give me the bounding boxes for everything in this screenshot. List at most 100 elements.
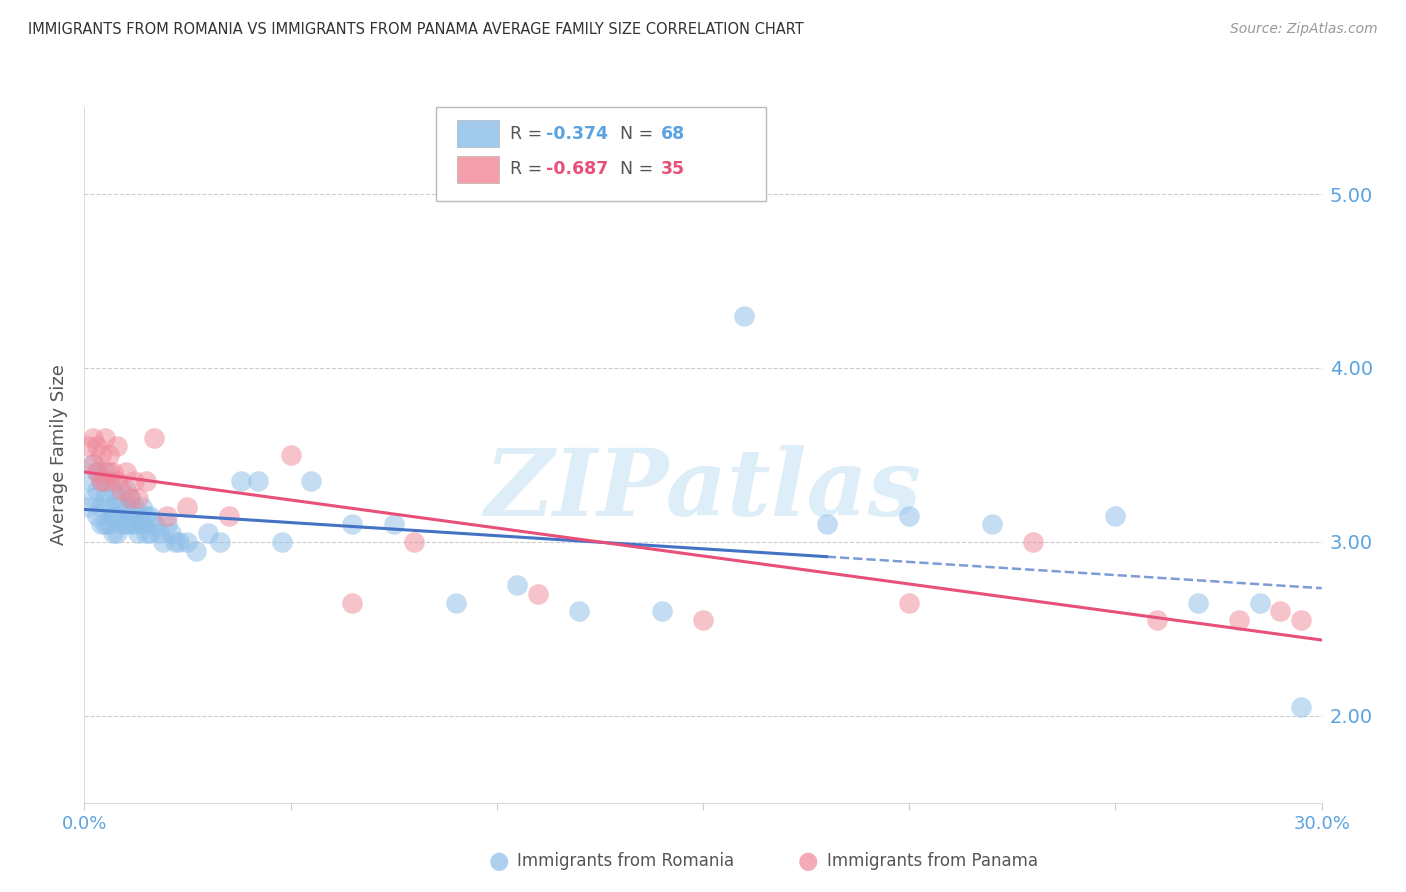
Text: R =: R = [510, 125, 548, 143]
Point [229, 474, 252, 488]
Point [184, 543, 207, 558]
Point [86, 508, 108, 523]
Text: N =: N = [609, 161, 658, 178]
Text: ●: ● [489, 849, 509, 872]
Point [135, 508, 157, 523]
Point [98, 474, 121, 488]
Point [444, 596, 467, 610]
Point [77, 500, 100, 514]
Point [176, 500, 198, 514]
Point [90, 448, 112, 462]
Point [527, 587, 550, 601]
Point [1270, 605, 1292, 619]
Point [299, 474, 322, 488]
Point [114, 517, 136, 532]
Point [568, 605, 591, 619]
Point [82, 431, 104, 445]
Point [246, 474, 269, 488]
Point [135, 526, 157, 541]
Point [94, 431, 117, 445]
Point [1146, 613, 1168, 627]
Point [94, 491, 117, 506]
Point [382, 517, 405, 532]
Point [98, 517, 121, 532]
Point [118, 491, 141, 506]
Point [82, 457, 104, 471]
Text: Immigrants from Romania: Immigrants from Romania [517, 852, 734, 870]
Point [898, 596, 921, 610]
Point [898, 508, 921, 523]
Point [94, 517, 117, 532]
Text: Immigrants from Panama: Immigrants from Panama [827, 852, 1038, 870]
Point [94, 474, 117, 488]
Text: ZIPatlas: ZIPatlas [485, 445, 921, 534]
Point [815, 517, 838, 532]
Point [651, 605, 673, 619]
Point [94, 466, 117, 480]
Point [103, 508, 125, 523]
Point [86, 439, 108, 453]
Point [103, 526, 125, 541]
Point [1104, 508, 1126, 523]
Point [1289, 700, 1312, 714]
Text: N =: N = [609, 125, 658, 143]
Point [110, 517, 132, 532]
Point [122, 474, 145, 488]
Point [404, 535, 426, 549]
Point [271, 535, 294, 549]
Point [197, 526, 219, 541]
Point [90, 474, 112, 488]
Point [127, 508, 149, 523]
Text: IMMIGRANTS FROM ROMANIA VS IMMIGRANTS FROM PANAMA AVERAGE FAMILY SIZE CORRELATIO: IMMIGRANTS FROM ROMANIA VS IMMIGRANTS FR… [28, 22, 804, 37]
Point [90, 500, 112, 514]
Point [77, 474, 100, 488]
Point [156, 508, 179, 523]
Point [82, 457, 104, 471]
Point [90, 517, 112, 532]
Y-axis label: Average Family Size: Average Family Size [51, 365, 69, 545]
Point [1249, 596, 1271, 610]
Point [1187, 596, 1209, 610]
Point [218, 508, 240, 523]
Text: R =: R = [510, 161, 548, 178]
Point [167, 535, 190, 549]
Point [176, 535, 198, 549]
Text: -0.374: -0.374 [546, 125, 607, 143]
Point [1022, 535, 1045, 549]
Point [105, 526, 128, 541]
Point [342, 596, 364, 610]
Point [110, 483, 132, 497]
Point [280, 448, 302, 462]
Point [127, 491, 149, 506]
Point [105, 439, 128, 453]
Point [139, 526, 162, 541]
Point [105, 491, 128, 506]
Point [342, 517, 364, 532]
Point [152, 535, 174, 549]
Point [98, 448, 121, 462]
Point [143, 517, 166, 532]
Point [209, 535, 232, 549]
Point [82, 491, 104, 506]
Point [1227, 613, 1250, 627]
Point [165, 535, 187, 549]
Point [148, 526, 170, 541]
Point [77, 439, 100, 453]
Point [122, 500, 145, 514]
Point [118, 517, 141, 532]
Point [86, 466, 108, 480]
Point [733, 309, 755, 323]
Point [103, 483, 125, 497]
Point [118, 491, 141, 506]
Point [105, 474, 128, 488]
Point [110, 500, 132, 514]
Point [86, 483, 108, 497]
Point [160, 526, 183, 541]
Point [131, 500, 153, 514]
Text: ●: ● [799, 849, 818, 872]
Text: 35: 35 [661, 161, 685, 178]
Point [105, 508, 128, 523]
Point [114, 466, 136, 480]
Point [156, 517, 179, 532]
Point [1289, 613, 1312, 627]
